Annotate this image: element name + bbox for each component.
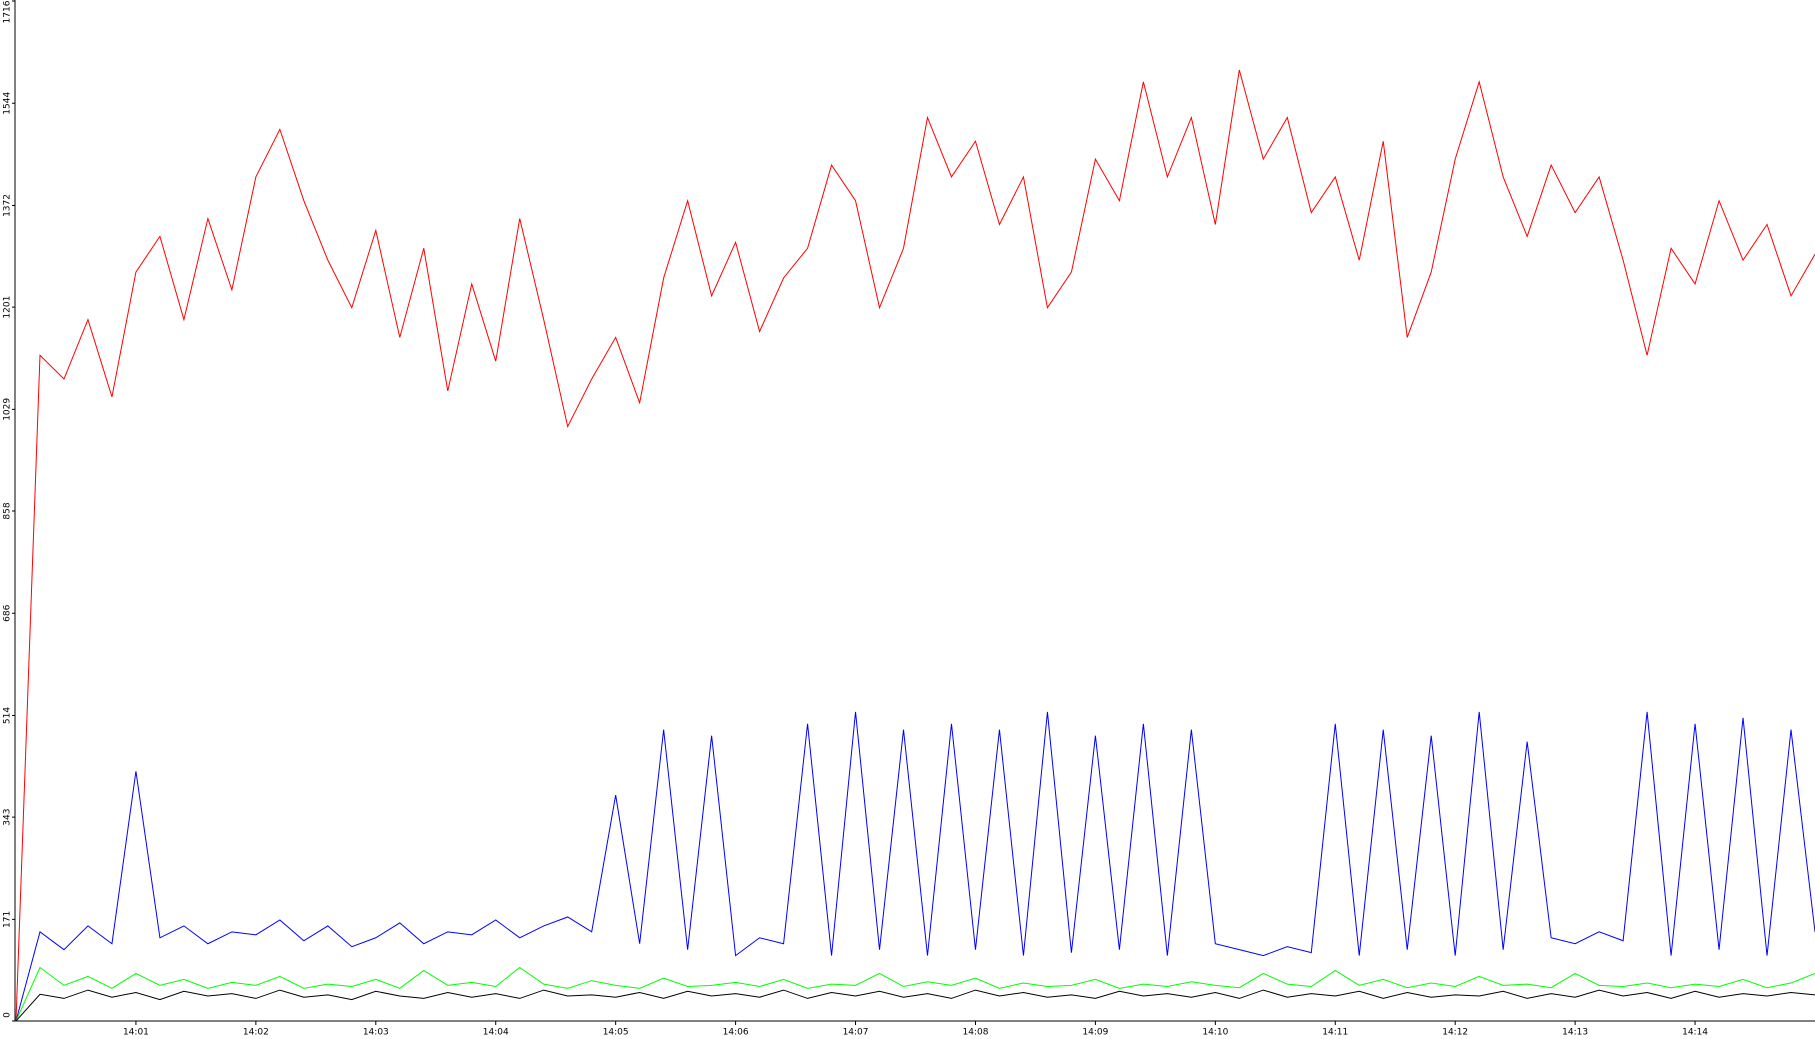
y-tick-label: 1201 (3, 296, 13, 319)
y-tick-label: 1544 (3, 92, 13, 115)
x-tick-label: 14:13 (1562, 1028, 1588, 1038)
x-tick-label: 14:06 (723, 1028, 749, 1038)
y-tick-label: 1372 (3, 194, 13, 217)
x-tick-label: 14:14 (1682, 1028, 1708, 1038)
y-tick-label: 0 (3, 1012, 13, 1018)
x-tick-label: 14:03 (363, 1028, 389, 1038)
x-tick-label: 14:10 (1202, 1028, 1228, 1038)
series-line (15, 711, 1815, 1022)
y-tick-label: 514 (3, 707, 13, 724)
x-tick-label: 14:02 (243, 1028, 269, 1038)
x-tick-label: 14:09 (1082, 1028, 1108, 1038)
y-tick-label: 343 (3, 809, 13, 826)
x-tick-label: 14:04 (483, 1028, 509, 1038)
y-tick-label: 171 (3, 911, 13, 928)
y-tick-label: 1716 (3, 0, 13, 23)
series-line (15, 989, 1815, 1022)
y-tick-label: 686 (3, 604, 13, 621)
series-line (15, 69, 1815, 1022)
x-tick-label: 14:08 (962, 1028, 988, 1038)
x-tick-label: 14:07 (843, 1028, 869, 1038)
y-tick-label: 858 (3, 502, 13, 519)
x-tick-label: 14:12 (1442, 1028, 1468, 1038)
x-tick-label: 14:11 (1322, 1028, 1348, 1038)
x-tick-label: 14:05 (603, 1028, 629, 1038)
series-line (15, 966, 1815, 1022)
y-tick-label: 1029 (3, 398, 13, 421)
x-tick-label: 14:01 (123, 1028, 149, 1038)
